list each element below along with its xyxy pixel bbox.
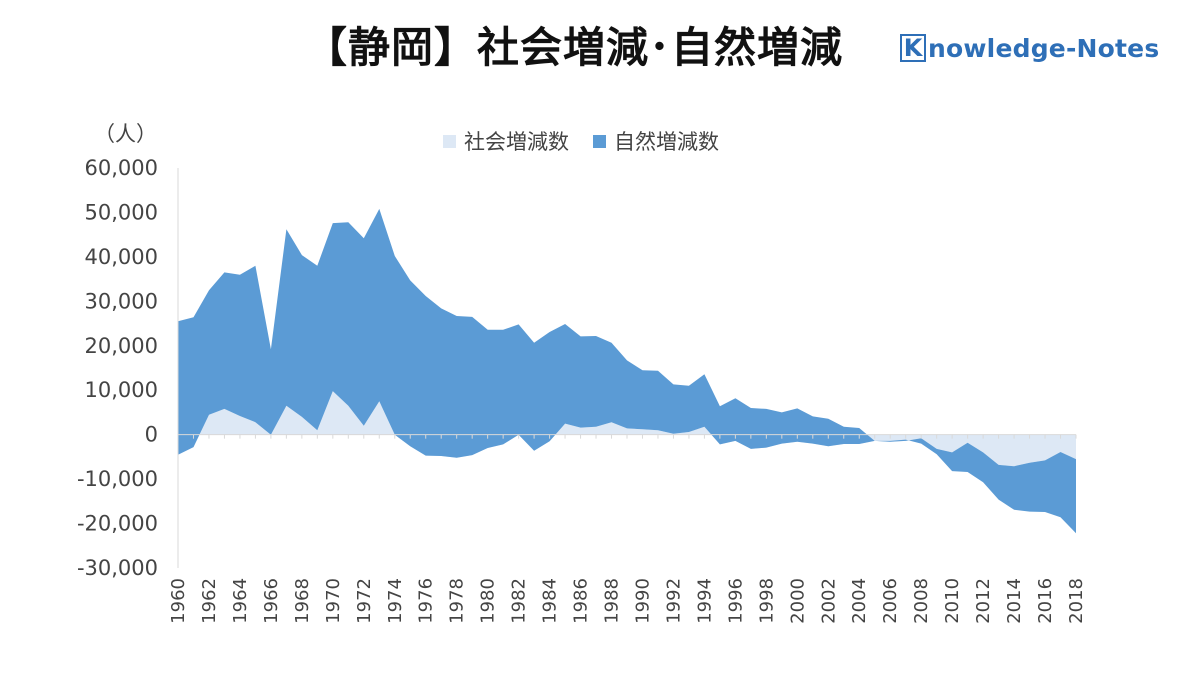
y-tick-label: 30,000 xyxy=(85,289,158,313)
x-tick-label: 1984 xyxy=(540,578,561,624)
x-tick-label: 1962 xyxy=(199,578,220,624)
y-axis-unit-label: （人） xyxy=(94,122,157,146)
legend-swatch-social xyxy=(443,134,456,148)
series-area-social xyxy=(178,391,1076,467)
x-tick-label: 1966 xyxy=(261,578,282,624)
x-tick-label: 1988 xyxy=(602,578,623,624)
x-tick-label: 2004 xyxy=(849,578,870,624)
logo-mark-icon: K xyxy=(900,34,926,62)
x-tick-label: 1992 xyxy=(663,578,684,624)
legend-label-social: 社会増減数 xyxy=(464,130,569,154)
y-tick-label: -20,000 xyxy=(77,512,158,536)
x-tick-label: 1990 xyxy=(633,578,654,624)
brand-logo: K nowledge-Notes xyxy=(900,30,1159,66)
y-tick-label: 50,000 xyxy=(85,200,158,224)
x-tick-label: 1972 xyxy=(354,578,375,624)
x-tick-label: 2002 xyxy=(818,578,839,624)
x-tick-label: 2018 xyxy=(1066,578,1087,624)
x-tick-label: 1996 xyxy=(725,578,746,624)
x-tick-label: 2006 xyxy=(880,578,901,624)
x-tick-label: 2016 xyxy=(1035,578,1056,624)
y-tick-label: -10,000 xyxy=(77,467,158,491)
y-tick-label: 40,000 xyxy=(85,245,158,269)
x-tick-label: 1998 xyxy=(756,578,777,624)
x-tick-label: 1976 xyxy=(416,578,437,624)
logo-text: nowledge-Notes xyxy=(928,33,1160,63)
x-tick-label: 1968 xyxy=(292,578,313,624)
y-tick-label: -30,000 xyxy=(77,556,158,580)
y-tick-label: 60,000 xyxy=(85,156,158,180)
x-tick-label: 1986 xyxy=(571,578,592,624)
x-tick-label: 1970 xyxy=(323,578,344,624)
y-tick-label: 20,000 xyxy=(85,334,158,358)
x-tick-label: 1964 xyxy=(230,578,251,624)
x-tick-label: 2010 xyxy=(942,578,963,624)
legend-item-natural: 自然増減数 xyxy=(593,126,719,156)
series-area-natural xyxy=(178,208,1076,534)
legend-item-social: 社会増減数 xyxy=(443,126,569,156)
x-tick-label: 2012 xyxy=(973,578,994,624)
x-tick-label: 2000 xyxy=(787,578,808,624)
y-tick-label: 0 xyxy=(145,423,158,447)
x-tick-label: 1978 xyxy=(447,578,468,624)
x-tick-label: 1982 xyxy=(509,578,530,624)
x-tick-label: 2014 xyxy=(1004,578,1025,624)
x-tick-label: 1974 xyxy=(385,578,406,624)
x-tick-label: 1960 xyxy=(168,578,189,624)
y-tick-label: 10,000 xyxy=(85,378,158,402)
chart-title: 【静岡】社会増減･自然増減 xyxy=(305,23,844,72)
chart-legend: 社会増減数 自然増減数 xyxy=(443,126,743,156)
x-tick-label: 1994 xyxy=(694,578,715,624)
legend-swatch-natural xyxy=(593,134,606,148)
legend-label-natural: 自然増減数 xyxy=(614,130,719,154)
x-tick-label: 2008 xyxy=(911,578,932,624)
x-tick-label: 1980 xyxy=(478,578,499,624)
